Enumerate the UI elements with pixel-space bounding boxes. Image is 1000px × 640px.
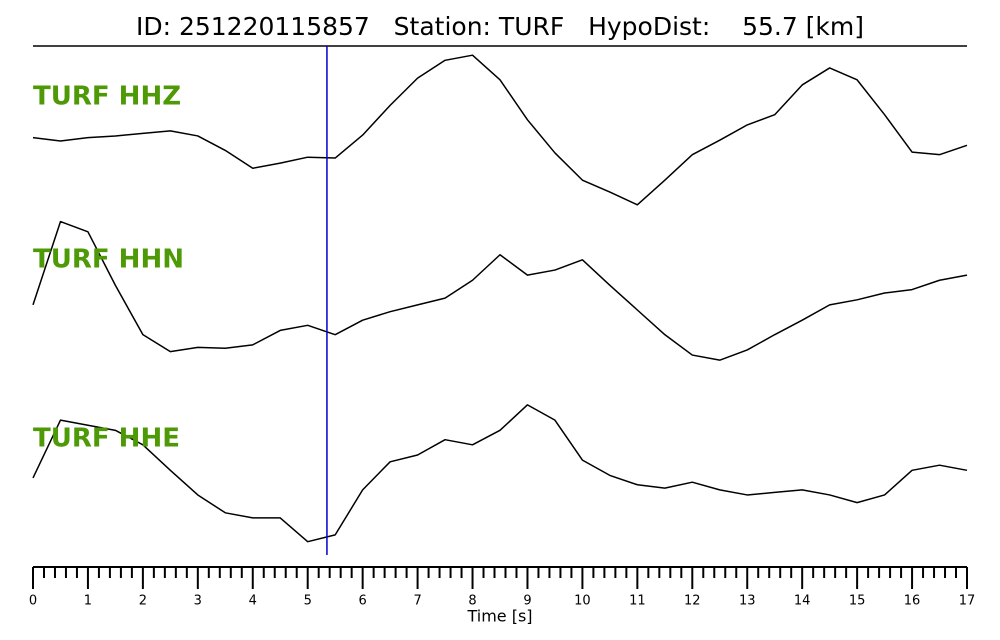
x-tick-label: 7 xyxy=(413,594,421,609)
x-tick-label: 12 xyxy=(684,594,701,609)
x-tick-label: 10 xyxy=(574,594,591,609)
x-tick-label: 0 xyxy=(29,594,37,609)
x-axis-label: Time [s] xyxy=(466,607,532,626)
x-tick-label: 4 xyxy=(249,594,257,609)
x-tick-label: 11 xyxy=(629,594,646,609)
trace xyxy=(32,404,968,543)
x-tick-label: 17 xyxy=(959,594,976,609)
x-tick-label: 2 xyxy=(139,594,147,609)
x-tick-label: 6 xyxy=(359,594,367,609)
x-tick-label: 15 xyxy=(849,594,866,609)
chart-title: ID: 251220115857 Station: TURF HypoDist:… xyxy=(136,12,864,41)
x-tick-label: 1 xyxy=(84,594,92,609)
trace-label: TURF HHN xyxy=(33,245,184,275)
x-tick-label: 5 xyxy=(304,594,312,609)
trace-label: TURF HHE xyxy=(33,424,180,454)
x-tick-label: 9 xyxy=(523,594,531,609)
x-tick-label: 8 xyxy=(468,594,476,609)
x-tick-label: 13 xyxy=(739,594,756,609)
trace-label: TURF HHZ xyxy=(33,82,181,112)
trace xyxy=(32,54,968,206)
x-tick-label: 16 xyxy=(904,594,921,609)
x-tick-label: 14 xyxy=(794,594,811,609)
trace xyxy=(32,220,968,361)
x-tick-label: 3 xyxy=(194,594,202,609)
